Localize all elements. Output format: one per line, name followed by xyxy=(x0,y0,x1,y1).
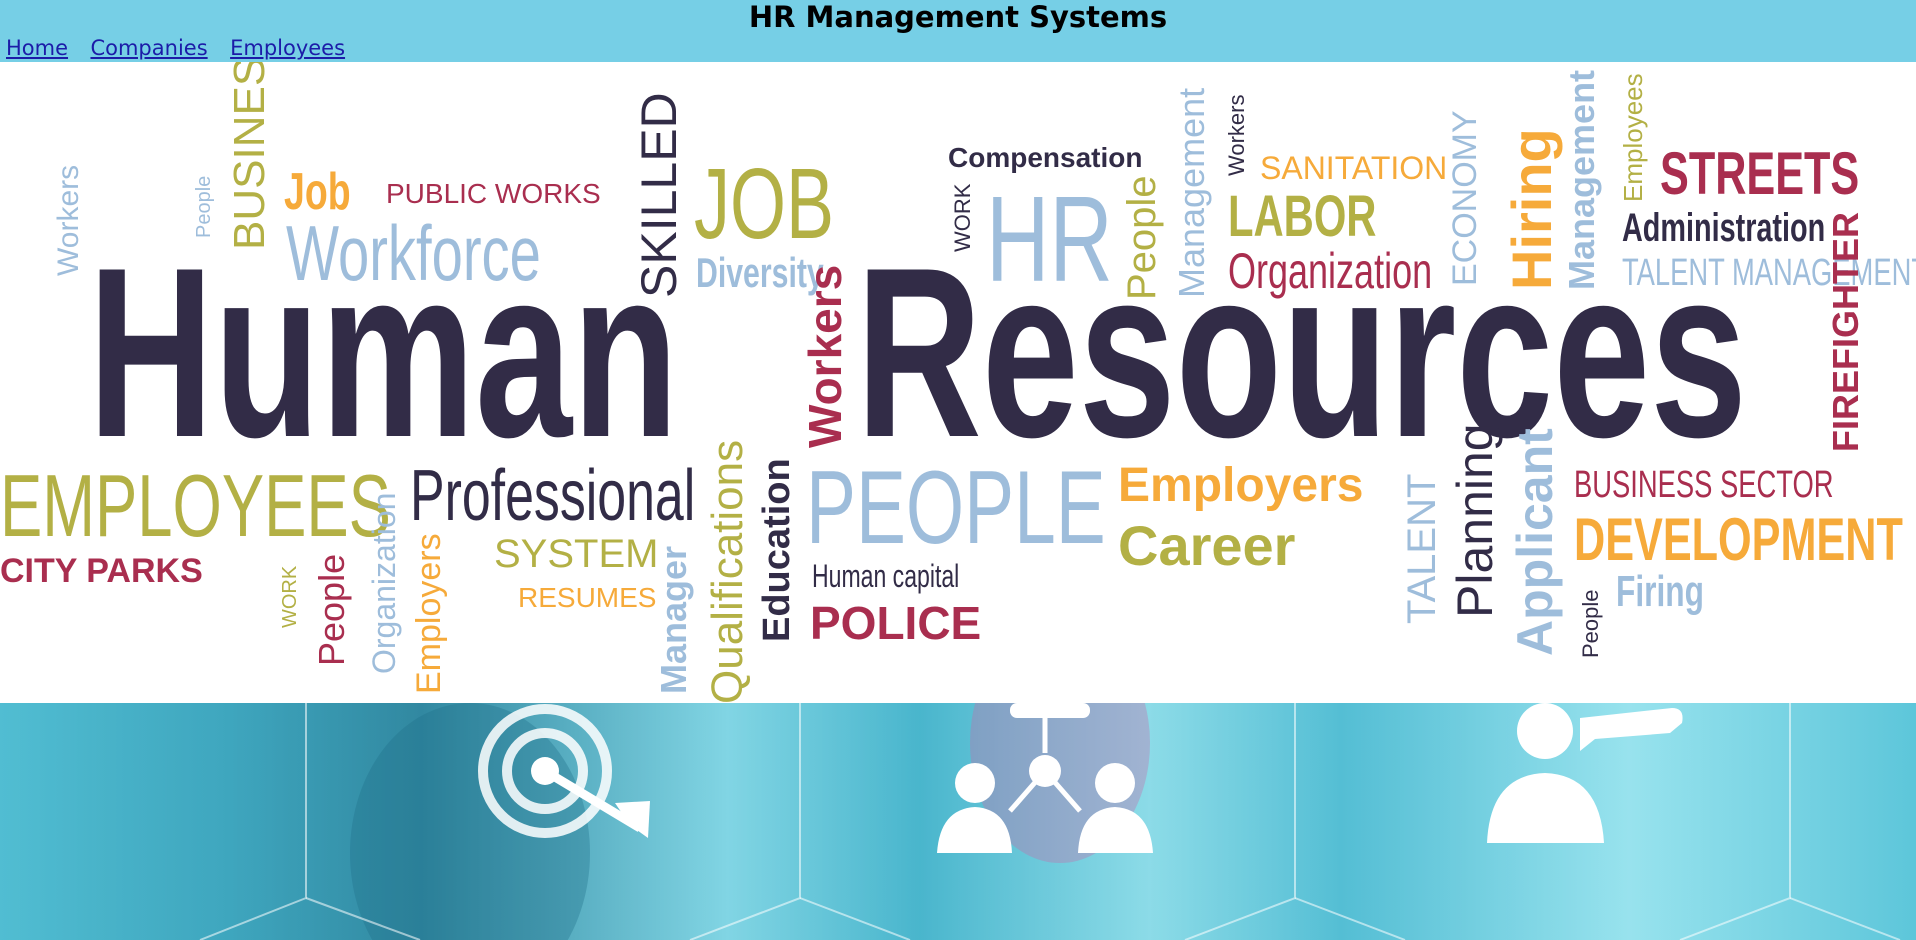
word-firing: Firing xyxy=(1616,567,1704,616)
word-workforce: Workforce xyxy=(286,209,541,297)
hexagon-grid xyxy=(199,703,1901,940)
word-workers-3: Workers xyxy=(799,264,851,448)
word-resumes: RESUMES xyxy=(518,582,657,613)
main-nav: Home Companies Employees xyxy=(6,34,363,62)
target-icon xyxy=(478,704,650,838)
word-planning: Planning xyxy=(1447,423,1503,618)
word-economy: ECONOMY xyxy=(1446,110,1484,286)
word-human-capital: Human capital xyxy=(812,558,960,594)
word-organization-1: Organization xyxy=(1228,243,1433,299)
word-job-1: Job xyxy=(284,163,351,221)
word-manager: Manager xyxy=(653,545,694,694)
word-firefighter: FIREFIGHTER xyxy=(1825,212,1866,452)
word-employees-1: Employees xyxy=(1618,73,1648,202)
word-workers-1: Workers xyxy=(52,164,85,276)
word-resources: Resources xyxy=(856,218,1748,488)
word-education: Education xyxy=(756,458,798,642)
word-human: Human xyxy=(88,218,679,488)
word-sanitation: SANITATION xyxy=(1260,150,1448,186)
word-business: BUSINESS xyxy=(225,62,274,250)
word-city-parks: CITY PARKS xyxy=(0,552,203,590)
word-compensation: Compensation xyxy=(948,142,1143,173)
word-workers-2: Workers xyxy=(1224,94,1249,177)
word-skilled: SKILLED xyxy=(631,92,687,298)
word-organization-2: Organization xyxy=(366,492,402,674)
word-development: DEVELOPMENT xyxy=(1574,506,1903,573)
team-network-icon xyxy=(937,703,1153,853)
word-work-2: WORK xyxy=(279,565,301,628)
word-people-1: People xyxy=(193,175,215,238)
person-speech-icon xyxy=(1487,703,1683,843)
word-system: SYSTEM xyxy=(494,532,659,576)
nav-home-link[interactable]: Home xyxy=(6,36,69,60)
site-title: HR Management Systems xyxy=(748,0,1168,34)
word-diversity: Diversity xyxy=(696,249,824,296)
word-hiring: Hiring xyxy=(1500,128,1563,290)
word-police: POLICE xyxy=(810,597,982,649)
word-professional: Professional xyxy=(410,456,696,536)
hr-word-cloud-image: Human Resources Workers People BUSINESS … xyxy=(0,62,1916,703)
word-employers-1: Employers xyxy=(1118,459,1364,512)
word-administration: Administration xyxy=(1622,206,1826,250)
word-people-2: People xyxy=(1120,175,1164,300)
word-streets: STREETS xyxy=(1660,140,1860,207)
word-public-works: PUBLIC WORKS xyxy=(386,178,601,209)
word-talent: TALENT xyxy=(1400,473,1444,624)
nav-employees-link[interactable]: Employees xyxy=(230,36,346,60)
word-business-sector: BUSINESS SECTOR xyxy=(1574,464,1834,506)
word-talent-management: TALENT MANAGEMENT xyxy=(1622,252,1916,294)
word-hr: HR xyxy=(986,171,1113,307)
word-management-2: Management xyxy=(1561,69,1602,290)
word-labor: LABOR xyxy=(1228,184,1377,249)
word-applicant: Applicant xyxy=(1507,428,1563,656)
site-header: HR Management Systems Home Companies Emp… xyxy=(0,0,1916,62)
word-work-1: WORK xyxy=(950,183,975,252)
word-qualifications: Qualifications xyxy=(703,439,752,703)
banner-graphic xyxy=(0,703,1916,940)
word-management-1: Management xyxy=(1171,87,1212,298)
hr-banner-photo xyxy=(0,703,1916,940)
word-people-3: People xyxy=(311,553,352,666)
nav-companies-link[interactable]: Companies xyxy=(90,36,208,60)
word-employers-2: Employers xyxy=(410,533,448,694)
word-people-4: People xyxy=(1578,589,1603,658)
word-people-caps: PEOPLE xyxy=(806,450,1106,566)
word-career: Career xyxy=(1118,514,1296,577)
word-job-2: JOB xyxy=(694,148,835,260)
word-employees-caps: EMPLOYEES xyxy=(0,456,391,555)
